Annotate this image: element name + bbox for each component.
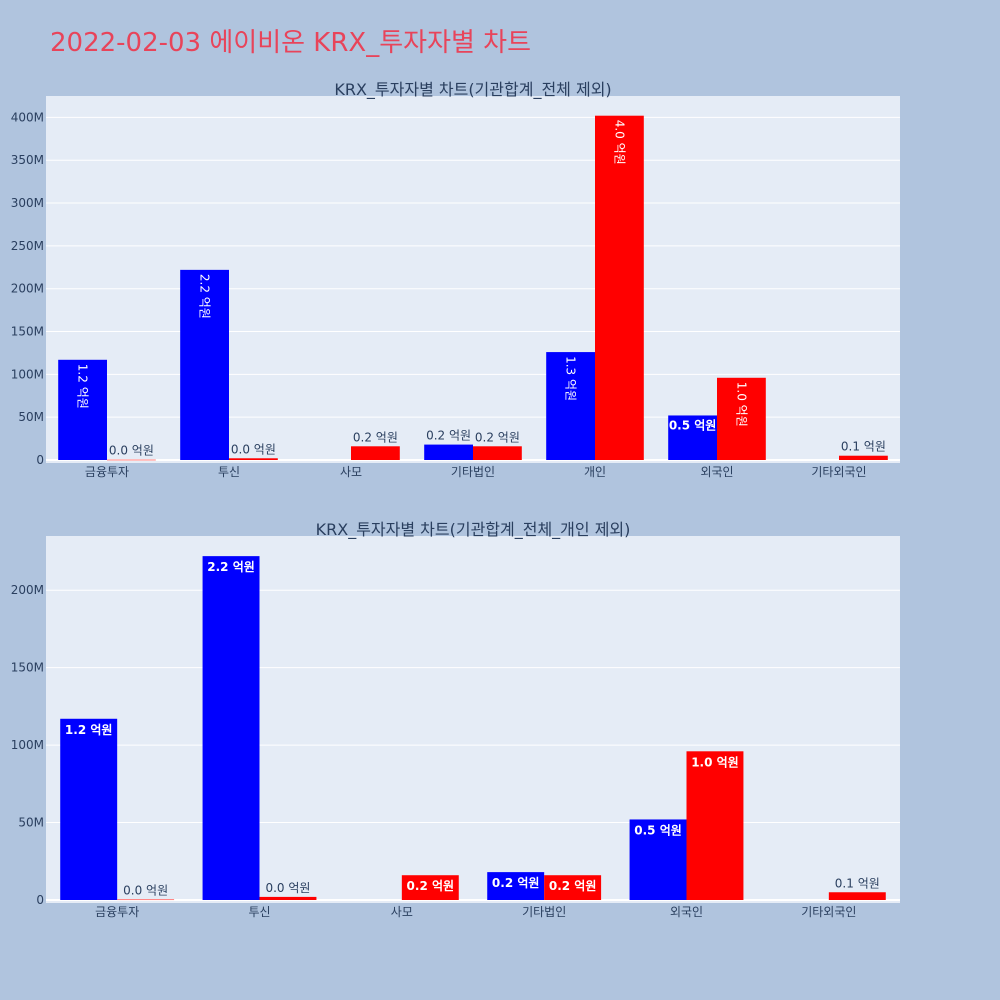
x-tick-label: 기타법인 [451,465,495,479]
x-tick-label: 외국인 [700,465,733,479]
bar [351,446,400,460]
y-tick-label: 150M [11,325,44,339]
bar [58,359,107,460]
data-label: 0.0 억원 [109,444,154,458]
data-label: 1.2 억원 [76,364,90,409]
data-label: 0.2 억원 [492,876,540,890]
data-label: 0.5 억원 [669,418,717,432]
data-label: 4.0 억원 [612,120,626,165]
bar [180,269,229,460]
y-tick-label: 200M [11,282,44,296]
x-tick-label: 기타외국인 [811,465,866,479]
bar [487,872,545,900]
bar [107,459,156,461]
bar [828,892,886,900]
data-label: 0.1 억원 [841,440,886,454]
data-label: 0.2 억원 [353,430,398,444]
bar [202,556,260,900]
x-tick-label: 사모 [340,465,362,479]
bar [60,718,118,900]
y-tick-label: 250M [11,239,44,253]
data-label: 0.5 억원 [634,823,682,837]
x-tick-label: 기타외국인 [801,905,856,919]
data-label: 2.2 억원 [198,274,212,319]
x-tick-label: 사모 [391,905,413,919]
y-tick-label: 0 [36,453,44,467]
data-label: 0.2 억원 [426,429,471,443]
plot-background [46,536,900,903]
bar [686,751,744,900]
y-tick-label: 50M [18,410,44,424]
bar [259,896,317,900]
bar [668,415,717,460]
data-label: 0.2 억원 [475,430,520,444]
chart-title: KRX_투자자별 차트(기관합계_전체_개인 제외) [316,520,631,540]
bar [629,819,687,900]
x-tick-label: 투신 [218,465,240,479]
y-tick-label: 100M [11,738,44,752]
chart-2: KRX_투자자별 차트(기관합계_전체_개인 제외) 0 50M 100M 150M 20… [11,520,900,919]
bar [595,115,644,460]
data-label: 1.0 억원 [734,382,748,427]
x-tick-label: 금융투자 [85,465,129,479]
data-label: 0.1 억원 [835,876,880,890]
data-label: 0.0 억원 [231,442,276,456]
y-tick-label: 350M [11,153,44,167]
x-tick-label: 금융투자 [95,905,139,919]
bar [401,875,459,900]
data-label: 1.0 억원 [691,755,739,769]
data-label: 2.2 억원 [207,560,255,574]
bar [117,899,175,901]
data-label: 0.2 억원 [407,879,455,893]
page-title: 2022-02-03 에이비온 KRX_투자자별 차트 [50,28,532,58]
bar [546,352,595,460]
x-tick-label: 투신 [248,905,270,919]
y-tick-label: 300M [11,196,44,210]
bar [473,446,522,460]
y-tick-label: 200M [11,583,44,597]
bar [424,444,473,460]
x-tick-label: 기타법인 [522,905,566,919]
chart-title: KRX_투자자별 차트(기관합계_전체 제외) [334,80,611,100]
bar [839,455,888,460]
y-tick-label: 0 [36,893,44,907]
y-tick-label: 150M [11,661,44,675]
y-tick-label: 400M [11,110,44,124]
data-label: 0.0 억원 [123,884,168,898]
bar [229,458,278,460]
x-tick-label: 개인 [584,465,606,479]
data-label: 0.2 억원 [549,879,597,893]
x-tick-label: 외국인 [670,905,703,919]
y-tick-label: 100M [11,367,44,381]
data-label: 0.0 억원 [265,881,310,895]
chart-1: KRX_투자자별 차트(기관합계_전체 제외) 0 50M 100M 150M 200M 2… [11,80,900,479]
plot-background [46,96,900,463]
bar [717,377,766,460]
bar [544,875,602,900]
data-label: 1.3 억원 [564,356,578,401]
data-label: 1.2 억원 [65,723,113,737]
y-tick-label: 50M [18,816,44,830]
